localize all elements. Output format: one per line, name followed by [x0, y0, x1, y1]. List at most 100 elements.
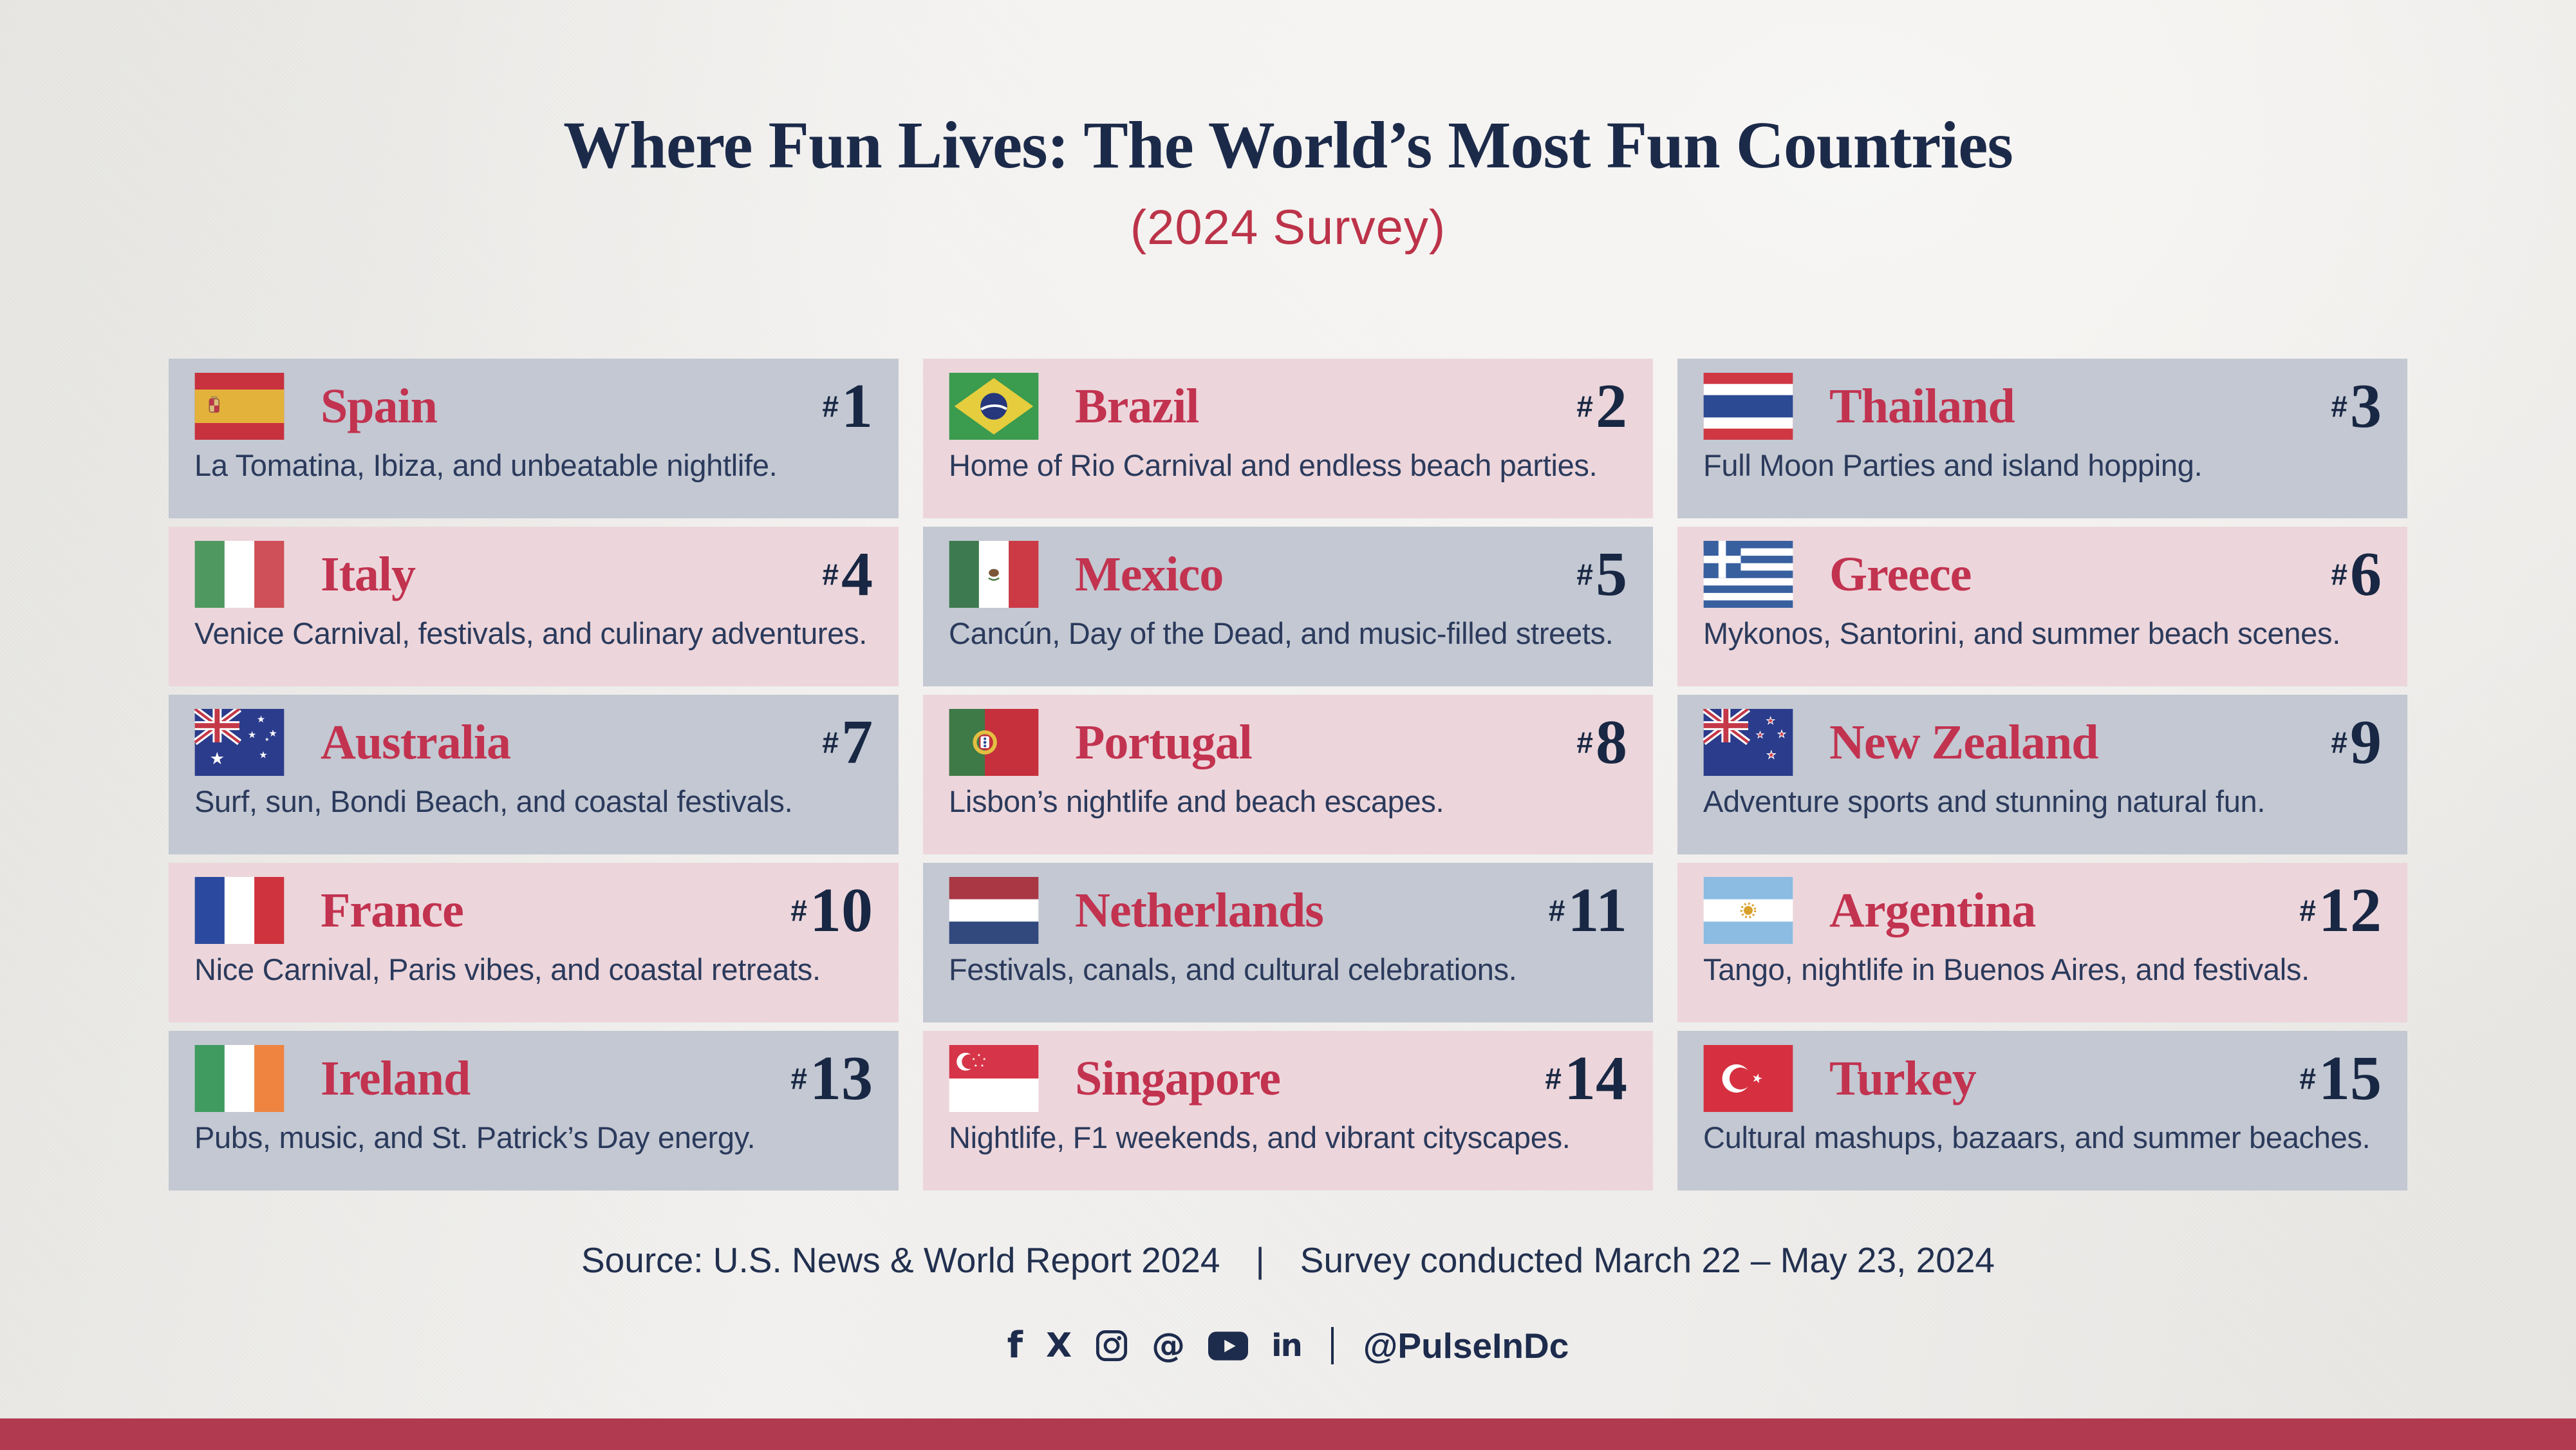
- rank-number: 3: [2350, 372, 2382, 441]
- threads-icon: @: [1152, 1326, 1186, 1365]
- country-description: Venice Carnival, festivals, and culinary…: [194, 616, 868, 650]
- card-header: Brazil #2: [949, 373, 1627, 440]
- country-card-thailand: Thailand #3 Full Moon Parties and island…: [1677, 359, 2407, 518]
- country-card-argentina: Argentina #12 Tango, nightlife in Buenos…: [1677, 863, 2407, 1022]
- rank-badge: #5: [1576, 543, 1627, 606]
- rank-number: 15: [2319, 1044, 2382, 1113]
- rank-badge: #8: [1576, 711, 1627, 774]
- country-card-netherlands: Netherlands #11 Festivals, canals, and c…: [923, 863, 1653, 1022]
- rank-hash: #: [822, 726, 839, 759]
- country-description: Cancún, Day of the Dead, and music-fille…: [949, 616, 1614, 650]
- country-name: Ireland: [321, 1051, 471, 1106]
- australia-flag-icon: [194, 709, 285, 776]
- rank-number: 12: [2319, 876, 2382, 945]
- card-header: Singapore #14: [949, 1045, 1627, 1112]
- card-header: Mexico #5: [949, 541, 1627, 608]
- brazil-flag-icon: [949, 373, 1039, 440]
- country-card-new-zealand: New Zealand #9 Adventure sports and stun…: [1677, 695, 2407, 854]
- country-name: Netherlands: [1075, 883, 1324, 937]
- rank-number: 11: [1567, 876, 1627, 945]
- country-card-france: France #10 Nice Carnival, Paris vibes, a…: [169, 863, 899, 1022]
- youtube-icon: [1208, 1326, 1249, 1366]
- country-card-spain: Spain #1 La Tomatina, Ibiza, and unbeata…: [169, 359, 899, 518]
- country-name: Brazil: [1075, 379, 1199, 433]
- rank-number: 6: [2350, 540, 2382, 609]
- rank-badge: #14: [1545, 1047, 1627, 1110]
- country-name: Australia: [321, 715, 511, 769]
- country-name: Italy: [321, 547, 416, 601]
- netherlands-flag-icon: [949, 877, 1039, 944]
- rank-hash: #: [2299, 1062, 2316, 1095]
- x-icon: X: [1046, 1326, 1072, 1365]
- page-title: Where Fun Lives: The World’s Most Fun Co…: [563, 108, 2013, 182]
- rank-hash: #: [2331, 726, 2347, 759]
- rank-number: 13: [810, 1044, 873, 1113]
- country-description: Festivals, canals, and cultural celebrat…: [949, 952, 1517, 986]
- rank-badge: #9: [2331, 711, 2382, 774]
- source-text: Source: U.S. News & World Report 2024: [581, 1240, 1220, 1280]
- card-header: Argentina #12: [1703, 877, 2382, 944]
- card-header: France #10: [194, 877, 873, 944]
- bottom-accent-bar: [0, 1418, 2576, 1450]
- card-header: Turkey #15: [1703, 1045, 2382, 1112]
- rank-badge: #4: [822, 543, 873, 606]
- country-name: New Zealand: [1829, 715, 2099, 769]
- greece-flag-icon: [1703, 541, 1793, 608]
- rank-badge: #2: [1576, 375, 1627, 438]
- country-name: Greece: [1829, 547, 1972, 601]
- country-description: Cultural mashups, bazaars, and summer be…: [1703, 1120, 2371, 1154]
- rank-number: 7: [841, 708, 873, 777]
- country-name: Mexico: [1075, 547, 1224, 601]
- country-description: Nightlife, F1 weekends, and vibrant city…: [949, 1120, 1571, 1154]
- source-line: Source: U.S. News & World Report 2024 | …: [0, 1239, 2576, 1281]
- country-description: Lisbon’s nightlife and beach escapes.: [949, 784, 1444, 818]
- card-header: Spain #1: [194, 373, 873, 440]
- rank-hash: #: [2331, 558, 2347, 591]
- card-header: Australia #7: [194, 709, 873, 776]
- social-handle: @PulseInDc: [1363, 1326, 1569, 1366]
- country-description: Adventure sports and stunning natural fu…: [1703, 784, 2266, 818]
- mexico-flag-icon: [949, 541, 1039, 608]
- source-pipe: |: [1255, 1240, 1265, 1280]
- country-name: Singapore: [1075, 1051, 1281, 1106]
- country-card-australia: Australia #7 Surf, sun, Bondi Beach, and…: [169, 695, 899, 854]
- country-card-portugal: Portugal #8 Lisbon’s nightlife and beach…: [923, 695, 1653, 854]
- country-card-brazil: Brazil #2 Home of Rio Carnival and endle…: [923, 359, 1653, 518]
- rank-hash: #: [2299, 894, 2316, 927]
- france-flag-icon: [194, 877, 285, 944]
- country-description: Full Moon Parties and island hopping.: [1703, 448, 2203, 482]
- rank-badge: #12: [2299, 879, 2382, 942]
- rank-hash: #: [790, 894, 807, 927]
- portugal-flag-icon: [949, 709, 1039, 776]
- country-description: La Tomatina, Ibiza, and unbeatable night…: [194, 448, 778, 482]
- survey-text: Survey conducted March 22 – May 23, 2024: [1300, 1240, 1995, 1280]
- rank-hash: #: [1576, 726, 1593, 759]
- rank-hash: #: [1545, 1062, 1562, 1095]
- card-header: Thailand #3: [1703, 373, 2382, 440]
- rank-badge: #15: [2299, 1047, 2382, 1110]
- country-name: Spain: [321, 379, 438, 433]
- country-card-singapore: Singapore #14 Nightlife, F1 weekends, an…: [923, 1031, 1653, 1191]
- spain-flag-icon: [194, 373, 285, 440]
- country-name: France: [321, 883, 464, 937]
- turkey-flag-icon: [1703, 1045, 1793, 1112]
- country-description: Mykonos, Santorini, and summer beach sce…: [1703, 616, 2340, 650]
- rank-number: 9: [2350, 708, 2382, 777]
- country-description: Tango, nightlife in Buenos Aires, and fe…: [1703, 952, 2310, 986]
- country-description: Surf, sun, Bondi Beach, and coastal fest…: [194, 784, 793, 818]
- rank-number: 10: [810, 876, 873, 945]
- card-header: Ireland #13: [194, 1045, 873, 1112]
- rank-hash: #: [1548, 894, 1565, 927]
- singapore-flag-icon: [949, 1045, 1039, 1112]
- card-header: Italy #4: [194, 541, 873, 608]
- rank-badge: #13: [790, 1047, 873, 1110]
- rank-badge: #10: [790, 879, 873, 942]
- linkedin-icon: in: [1271, 1328, 1303, 1364]
- rank-hash: #: [822, 558, 839, 591]
- rank-hash: #: [822, 390, 839, 423]
- new-zealand-flag-icon: [1703, 709, 1793, 776]
- country-description: Home of Rio Carnival and endless beach p…: [949, 448, 1598, 482]
- card-header: Portugal #8: [949, 709, 1627, 776]
- rank-number: 14: [1564, 1044, 1627, 1113]
